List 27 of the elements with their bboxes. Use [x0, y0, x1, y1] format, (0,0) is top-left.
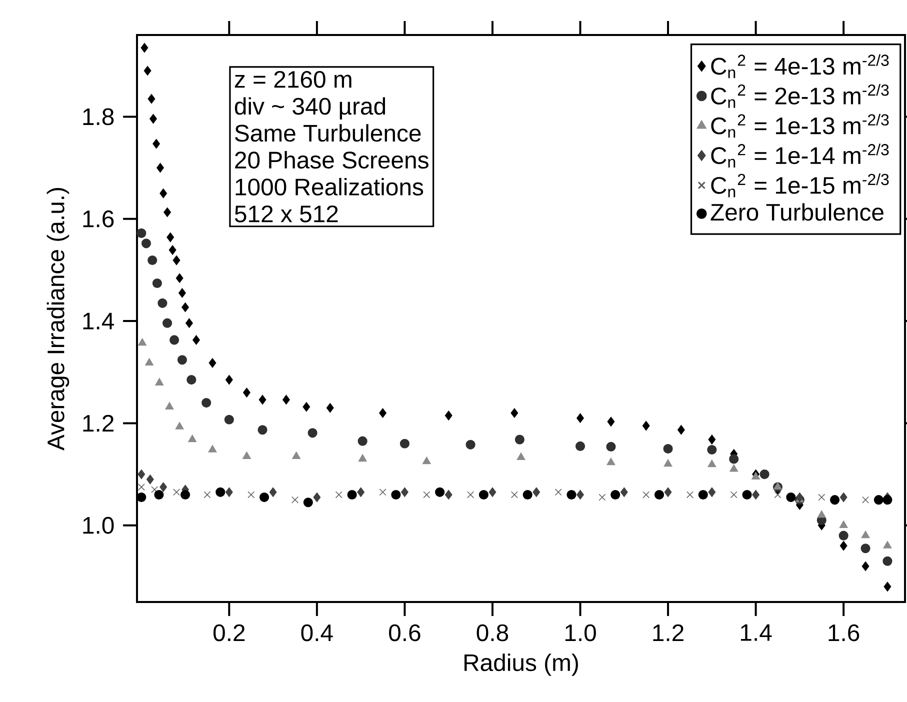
y-tick-label: 1.2 — [83, 414, 114, 432]
x-tick-label: 0.2 — [213, 624, 245, 642]
x-axis-title: Radius (m) — [464, 654, 578, 676]
x-tick-label: 0.8 — [476, 624, 508, 642]
legend-label: C$_{n}$$^{2}$ = 1e-13 m$^{-2/3}$ — [711, 114, 889, 138]
y-axis-title: Average Irradiance (a.u.) — [46, 188, 70, 450]
y-tick-label: 1.0 — [83, 516, 114, 534]
legend-label: C$_{n}$$^{2}$ = 4e-13 m$^{-2/3}$ — [711, 54, 889, 78]
annotation: Same Turbulence — [235, 124, 421, 142]
annotation: 20 Phase Screens — [235, 151, 428, 169]
x-tick-label: 0.6 — [389, 624, 420, 642]
x-tick-label: 0.4 — [301, 624, 333, 642]
y-tick-label: 1.6 — [83, 210, 114, 228]
legend-label: C$_{n}$$^{2}$ = 2e-13 m$^{-2/3}$ — [711, 84, 889, 108]
x-tick-label: 1.2 — [653, 624, 684, 642]
x-tick-label: 1.6 — [828, 624, 860, 642]
x-tick-label: 1.4 — [740, 624, 772, 641]
annotation: div ~ 340 µrad — [234, 97, 386, 120]
y-tick-label: 1.8 — [83, 108, 114, 126]
annotation: z = 2160 m — [234, 70, 352, 88]
legend-label: C$_{n}$$^{2}$ = 1e-14 m$^{-2/3}$ — [711, 144, 889, 168]
legend-label: Zero Turbulence — [710, 203, 884, 221]
x-tick-label: 1.0 — [565, 624, 596, 642]
legend-label: C$_{n}$$^{2}$ = 1e-15 m$^{-2/3}$ — [711, 173, 889, 198]
annotation: 1000 Realizations — [236, 178, 424, 196]
annotation: 512 x 512 — [234, 205, 338, 222]
y-tick-label: 1.4 — [83, 312, 114, 330]
